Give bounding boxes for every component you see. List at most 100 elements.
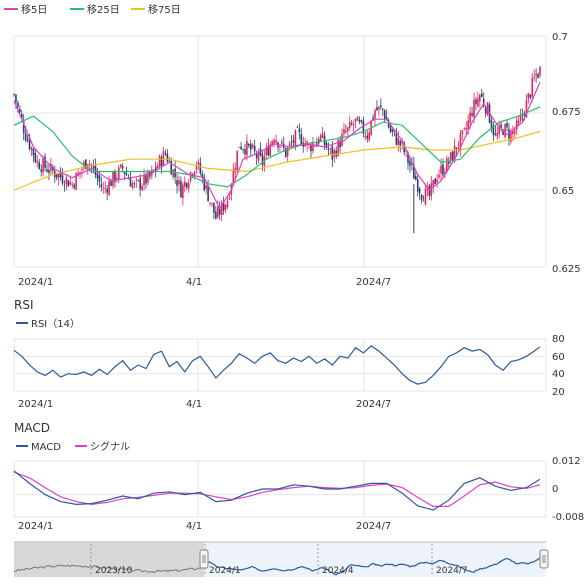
candle-body (145, 174, 147, 184)
candle-body (255, 152, 258, 158)
candle-body (539, 66, 541, 76)
candle-body (86, 164, 89, 170)
candle-body (413, 164, 415, 179)
legend-ma75-label: 移75日 (148, 3, 181, 16)
rsi-xtick-2: 2024/7 (356, 399, 391, 410)
candle-body (110, 180, 112, 186)
candle-body (236, 150, 239, 171)
candle-body (480, 93, 483, 97)
candle-body (405, 150, 407, 152)
candle-body (290, 142, 293, 143)
candle-body (261, 153, 264, 165)
candle-body (368, 132, 370, 141)
candle-body (319, 135, 322, 142)
price-xtick-0: 2024/1 (18, 277, 53, 288)
candle-body (172, 169, 174, 178)
candle-body (269, 144, 272, 156)
navigator[interactable]: 2023/10 2024/1 2024/4 2024/7 (14, 541, 549, 577)
price-ytick-0: 0.7 (552, 32, 568, 43)
candle-body (129, 177, 132, 187)
candle-body (358, 119, 361, 122)
candle-body (176, 180, 178, 186)
candle-body (504, 124, 506, 138)
candle-body (199, 163, 202, 174)
candle-body (430, 183, 433, 197)
candle-body (118, 167, 120, 180)
candle-body (201, 174, 204, 177)
candle-body (213, 202, 215, 213)
candle-body (46, 169, 48, 172)
candle-body (189, 172, 192, 181)
candle-body (409, 161, 411, 166)
candle-body (217, 207, 219, 217)
candle-body (354, 118, 357, 122)
candle-body (59, 171, 62, 178)
candle-body (513, 130, 516, 134)
candle-body (300, 133, 303, 145)
candle-body (77, 172, 79, 176)
candle-body (533, 76, 535, 78)
candle-body (372, 117, 374, 120)
candle-body (500, 124, 502, 128)
candle-body (446, 158, 448, 173)
candle-body (22, 121, 25, 133)
navigator-handle-right[interactable] (539, 549, 549, 569)
candle-body (48, 170, 50, 173)
candle-body (434, 178, 436, 184)
navigator-label-3: 2024/7 (436, 566, 468, 576)
candle-body (496, 133, 499, 137)
rsi-xtick-0: 2024/1 (18, 399, 53, 410)
candle-body (529, 94, 532, 98)
macd-xtick-2: 2024/7 (356, 521, 391, 532)
candle-body (125, 173, 128, 176)
candle-body (67, 180, 70, 187)
candle-body (325, 142, 328, 148)
rsi-ytick-2: 40 (552, 369, 565, 380)
candle-body (100, 184, 103, 188)
candle-body (432, 179, 435, 187)
ma75-line (13, 130, 541, 191)
candle-body (135, 179, 138, 181)
candle-body (71, 183, 74, 185)
candle-body (482, 98, 485, 106)
price-ytick-1: 0.675 (552, 107, 581, 118)
candle-body (502, 130, 504, 135)
ma25-line (13, 106, 541, 188)
candle-body (178, 180, 180, 185)
candle-body (315, 142, 318, 147)
candle-body (284, 148, 287, 157)
candle-body (535, 74, 537, 76)
candle-body (383, 110, 386, 120)
candle-body (79, 171, 81, 174)
candle-body (364, 135, 367, 137)
candle-body (215, 211, 217, 219)
candle-body (414, 176, 417, 180)
candle-body (55, 174, 58, 178)
candlesticks (13, 65, 541, 234)
candle-body (449, 152, 452, 162)
candle-body (298, 128, 301, 133)
macd-title: MACD (14, 421, 50, 435)
candle-body (141, 185, 143, 190)
candle-body (374, 110, 376, 119)
candle-body (345, 131, 347, 132)
candle-body (537, 74, 539, 78)
candle-body (73, 184, 75, 188)
rsi-line (13, 345, 541, 385)
candle-body (312, 142, 314, 152)
signal-legend-label: シグナル (90, 440, 130, 453)
candle-body (440, 165, 442, 174)
candle-body (205, 185, 207, 189)
candle-body (240, 146, 242, 150)
candle-body (156, 166, 159, 169)
navigator-selected-range[interactable] (204, 542, 546, 577)
candle-body (249, 144, 252, 150)
candle-body (220, 202, 223, 216)
candle-body (397, 138, 400, 145)
candle-body (381, 108, 384, 110)
candle-body (376, 107, 378, 111)
navigator-handle-left[interactable] (199, 549, 209, 569)
candle-body (104, 187, 107, 189)
candle-body (75, 173, 77, 190)
candle-body (184, 181, 186, 187)
